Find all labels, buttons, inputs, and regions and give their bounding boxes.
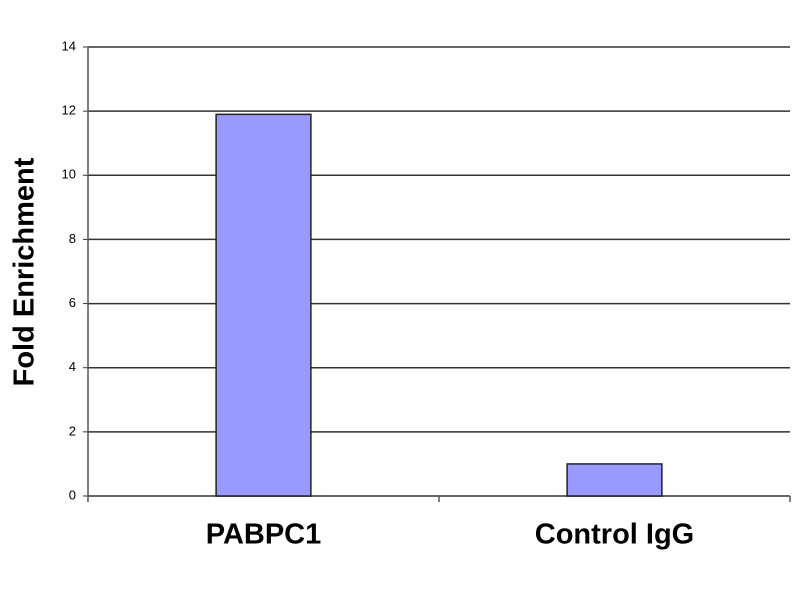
y-tick-label: 0 <box>69 487 76 502</box>
y-tick-label: 12 <box>62 103 76 118</box>
x-tick-label: Control IgG <box>535 519 694 551</box>
x-tick-label: PABPC1 <box>206 519 322 551</box>
y-tick-label: 10 <box>62 167 76 182</box>
y-tick-label: 14 <box>62 38 76 53</box>
bar <box>566 463 663 497</box>
y-tick-label: 8 <box>69 231 76 246</box>
y-axis-label: Fold Enrichment <box>9 157 41 386</box>
bar <box>215 113 312 497</box>
y-tick-label: 4 <box>69 359 76 374</box>
y-tick-label: 2 <box>69 423 76 438</box>
y-tick-label: 6 <box>69 295 76 310</box>
